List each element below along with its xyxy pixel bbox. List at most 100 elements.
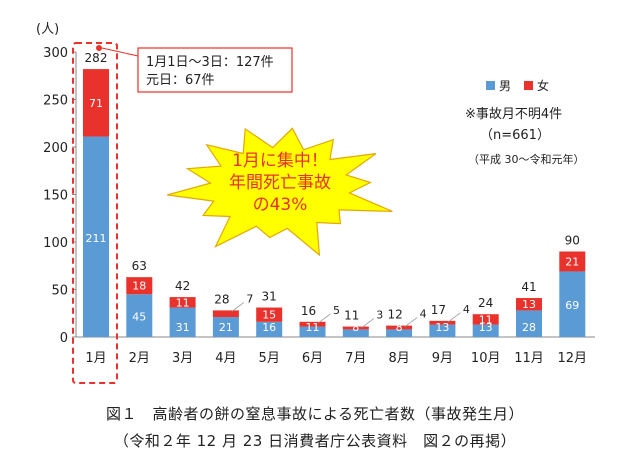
data-label-total: 42	[175, 279, 190, 293]
callout-box	[137, 47, 293, 93]
legend-label-female: 女	[537, 78, 549, 93]
x-tick-label: 5月	[259, 351, 280, 366]
bar-male	[472, 324, 499, 337]
data-label-total: 17	[431, 303, 446, 317]
data-label-total: 11	[344, 309, 359, 323]
data-label-male: 8	[352, 321, 359, 334]
x-tick-label: 1月	[85, 351, 106, 366]
bar-female	[342, 326, 369, 330]
note-line-3: （平成 30～令和元年）	[468, 152, 585, 166]
data-label-male: 211	[86, 232, 107, 245]
x-tick-label: 3月	[172, 351, 193, 366]
bar-female	[169, 297, 196, 308]
bar-male	[256, 321, 283, 337]
data-label-female: 5	[333, 304, 340, 317]
bar-female	[212, 310, 239, 318]
figure-caption: 図１ 高齢者の餅の窒息事故による死亡者数（事故発生月）	[105, 405, 525, 423]
callout-anchor-dot	[96, 45, 102, 51]
starburst-line-1: 1月に集中！	[232, 151, 328, 171]
female-label-leader	[361, 318, 375, 328]
bar-male	[126, 294, 153, 337]
bar-male	[212, 317, 239, 337]
y-axis: 0 50 100 150 200 250 300	[43, 46, 595, 346]
data-label-female: 11	[176, 296, 190, 309]
bar-female	[386, 325, 413, 330]
callout-line-1: 1月1日～3日：127件	[146, 55, 274, 70]
data-label-male: 21	[219, 321, 233, 334]
data-label-female: 4	[420, 308, 427, 321]
data-label-male: 13	[435, 321, 449, 334]
bar-female	[256, 307, 283, 322]
data-label-male: 45	[132, 311, 146, 324]
data-label-female: 11	[479, 313, 493, 326]
bar-female	[299, 321, 326, 327]
x-tick-label: 9月	[432, 351, 453, 366]
data-label-female: 18	[132, 280, 146, 293]
bars	[83, 69, 586, 337]
data-label-total: 24	[478, 296, 493, 310]
data-label-male: 13	[479, 321, 493, 334]
x-axis-labels: 1月 2月 3月 4月 5月 6月 7月 8月 9月 10月 11月 12月	[85, 351, 587, 366]
female-label-leader	[318, 313, 331, 324]
data-label-total: 63	[132, 259, 147, 273]
female-label-leader	[448, 312, 461, 323]
legend-label-male: 男	[499, 79, 511, 93]
data-label-total: 41	[521, 280, 536, 294]
note-line-1: ※事故月不明4件	[465, 107, 562, 122]
data-label-male: 69	[565, 299, 579, 312]
bar-male	[83, 136, 109, 337]
y-tick-label: 250	[43, 94, 68, 109]
data-label-total: 16	[301, 304, 316, 318]
x-tick-label: 2月	[129, 351, 150, 366]
data-label-total: 90	[565, 234, 580, 248]
x-tick-label: 6月	[302, 351, 323, 366]
bar-male	[559, 271, 586, 337]
data-label-total: 28	[214, 292, 229, 306]
bar-male	[429, 324, 456, 337]
starburst-shape	[167, 127, 393, 257]
bar-male	[169, 307, 196, 337]
y-tick-label: 200	[43, 141, 68, 156]
x-tick-label: 11月	[514, 351, 544, 366]
bar-male	[516, 310, 542, 337]
bar-female	[83, 69, 109, 137]
data-label-female: 15	[262, 309, 276, 322]
data-label-female: 7	[246, 292, 253, 305]
data-label-female: 13	[522, 298, 536, 311]
x-tick-label: 7月	[345, 351, 366, 366]
data-label-male: 28	[522, 321, 536, 334]
data-label-female: 4	[463, 303, 470, 316]
y-tick-label: 150	[43, 189, 68, 204]
bar-male	[342, 329, 369, 337]
starburst-line-3: の43%	[253, 195, 308, 215]
bar-male	[386, 329, 413, 337]
callout-line-2: 元日：67件	[146, 73, 215, 88]
bar-female	[559, 251, 586, 272]
legend-swatch-female	[524, 81, 533, 90]
x-tick-label: 4月	[215, 351, 236, 366]
data-label-male: 8	[396, 321, 403, 334]
x-tick-label: 12月	[558, 351, 588, 366]
y-axis-unit-label: (人)	[36, 22, 59, 37]
data-label-male: 11	[306, 321, 320, 334]
january-highlight-frame	[72, 42, 118, 384]
data-label-total: 282	[85, 51, 108, 65]
data-label-male: 31	[176, 321, 190, 334]
data-label-female: 71	[89, 97, 103, 110]
note-line-2: （n=661）	[480, 128, 550, 143]
data-label-female: 21	[565, 255, 579, 268]
starburst-line-2: 年間死亡事故	[229, 173, 331, 193]
data-label-male: 16	[262, 321, 276, 334]
y-tick-label: 50	[51, 284, 68, 299]
x-tick-label: 10月	[471, 351, 501, 366]
data-labels: 2117128245186331114221728161531115168311…	[85, 51, 580, 334]
bar-female	[472, 314, 499, 325]
y-tick-label: 300	[43, 46, 68, 61]
female-label-leader	[404, 317, 418, 327]
bar-female	[516, 298, 542, 311]
y-tick-label: 100	[43, 236, 68, 251]
bar-female	[429, 320, 456, 325]
data-label-female: 3	[376, 309, 383, 322]
data-label-total: 31	[262, 290, 277, 304]
